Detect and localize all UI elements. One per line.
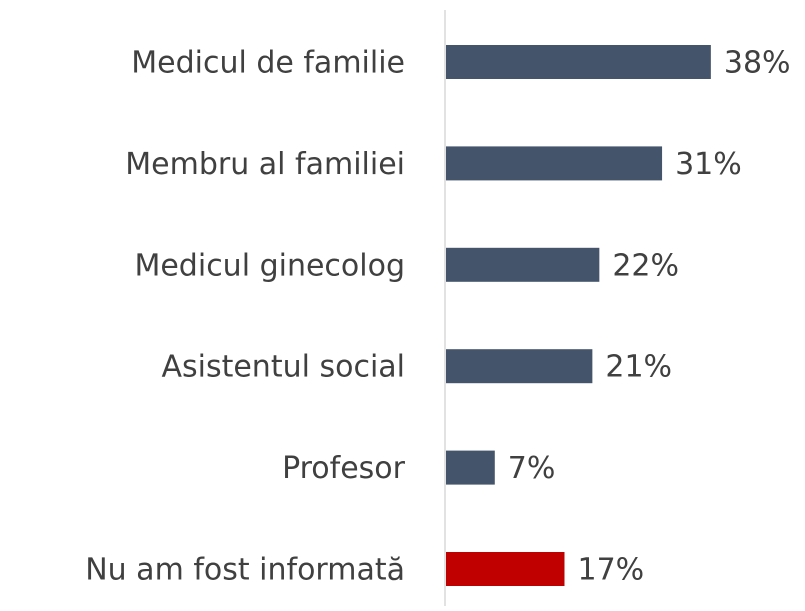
value-label: 21% (605, 350, 672, 385)
bar (446, 349, 593, 384)
bar (446, 247, 600, 282)
bar (446, 450, 495, 485)
value-label: 7% (508, 451, 556, 486)
category-label: Membru al familiei (125, 147, 405, 182)
bar (446, 146, 663, 181)
category-label: Profesor (282, 451, 406, 486)
category-label: Medicul de familie (131, 46, 405, 81)
value-label: 22% (612, 248, 679, 283)
category-label: Medicul ginecolog (134, 248, 405, 283)
value-label: 17% (577, 553, 644, 588)
bar (446, 552, 565, 586)
bar (446, 45, 711, 79)
category-label: Nu am fost informată (85, 553, 405, 588)
value-label: 38% (724, 46, 791, 81)
value-label: 31% (675, 147, 742, 182)
category-label: Asistentul social (161, 350, 405, 385)
